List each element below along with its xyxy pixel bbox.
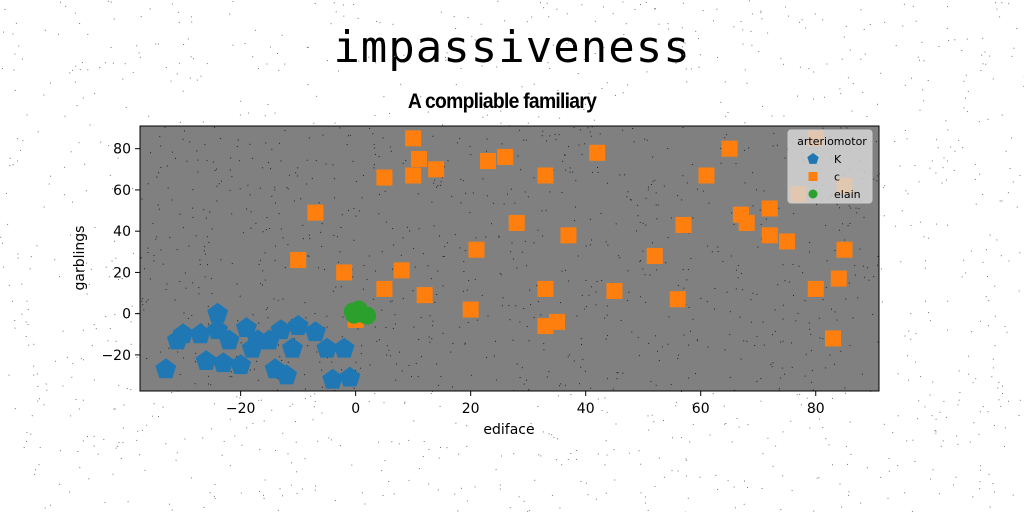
data-point [376, 280, 393, 297]
data-point [721, 140, 738, 157]
data-point [410, 150, 427, 167]
figure-suptitle: impassiveness [333, 22, 691, 73]
plot-frame [139, 125, 880, 392]
y-tick-label: 80 [113, 142, 131, 158]
data-point [270, 319, 292, 340]
x-axis-label: ediface [483, 422, 534, 438]
data-point [560, 227, 577, 244]
data-point [405, 130, 422, 147]
data-point [675, 216, 692, 233]
y-axis-label: garblings [72, 226, 88, 291]
chart-title: A compliable familiary [407, 90, 597, 113]
data-point [336, 264, 353, 281]
data-point [468, 241, 485, 258]
data-point [235, 317, 257, 337]
data-point [836, 241, 853, 258]
data-point [405, 167, 422, 184]
data-point [589, 144, 606, 161]
data-point [698, 167, 715, 184]
data-point [508, 214, 525, 231]
y-tick-label: 0 [122, 307, 131, 323]
data-point [241, 337, 263, 358]
data-point [807, 280, 824, 297]
data-point [606, 282, 623, 299]
y-tick-label: −20 [101, 348, 131, 364]
legend-marker [808, 172, 818, 181]
data-point [304, 321, 326, 342]
data-point [351, 303, 370, 322]
data-point [316, 337, 338, 358]
data-point [290, 252, 307, 269]
data-point [287, 315, 309, 335]
x-axis: −20 0 20 40 60 80 [226, 391, 825, 417]
data-point [537, 167, 554, 184]
x-tick-label: 40 [577, 401, 595, 417]
legend-title: arteriomotor [797, 135, 867, 148]
data-point [537, 280, 554, 297]
data-point [155, 358, 177, 379]
data-point [218, 329, 240, 350]
data-point [830, 270, 847, 287]
series-layer [155, 130, 853, 389]
legend-label: elain [834, 188, 861, 201]
legend-marker [808, 189, 818, 199]
data-point [212, 352, 234, 373]
data-point [761, 227, 778, 244]
series-elain [343, 300, 377, 325]
data-point [189, 323, 211, 344]
data-point [738, 214, 755, 231]
data-point [307, 204, 324, 221]
data-point [669, 291, 686, 308]
data-point [207, 302, 229, 323]
data-point [322, 368, 344, 389]
data-point [824, 330, 841, 347]
data-point [761, 200, 778, 217]
y-tick-label: 40 [113, 224, 131, 240]
data-point [281, 337, 303, 358]
legend-label: c [834, 171, 840, 184]
data-point [376, 169, 393, 186]
data-point [778, 233, 795, 250]
series-K [155, 302, 361, 389]
x-tick-label: 80 [807, 401, 825, 417]
legend-label: K [834, 153, 842, 166]
data-point [646, 247, 663, 264]
data-point [230, 354, 252, 375]
y-tick-label: 20 [113, 265, 131, 281]
data-point [548, 313, 565, 330]
x-tick-label: 0 [351, 401, 360, 417]
data-point [428, 161, 445, 178]
data-point [497, 148, 514, 165]
data-point [339, 366, 361, 387]
x-tick-label: −20 [226, 401, 256, 417]
data-point [479, 153, 496, 170]
data-point [393, 262, 410, 279]
x-tick-label: 60 [692, 401, 710, 417]
data-point [166, 329, 188, 350]
data-point [462, 301, 479, 318]
data-point [416, 287, 433, 304]
data-point [195, 350, 217, 370]
series-c [290, 130, 853, 347]
y-axis: −20 0 20 40 60 80 [101, 142, 140, 364]
legend: arteriomotor Kc elain [787, 129, 873, 204]
data-point [333, 337, 355, 358]
legend-box [787, 129, 873, 204]
legend-marker [807, 153, 819, 164]
y-tick-label: 60 [113, 183, 131, 199]
x-tick-label: 20 [462, 401, 480, 417]
data-point [276, 364, 298, 385]
